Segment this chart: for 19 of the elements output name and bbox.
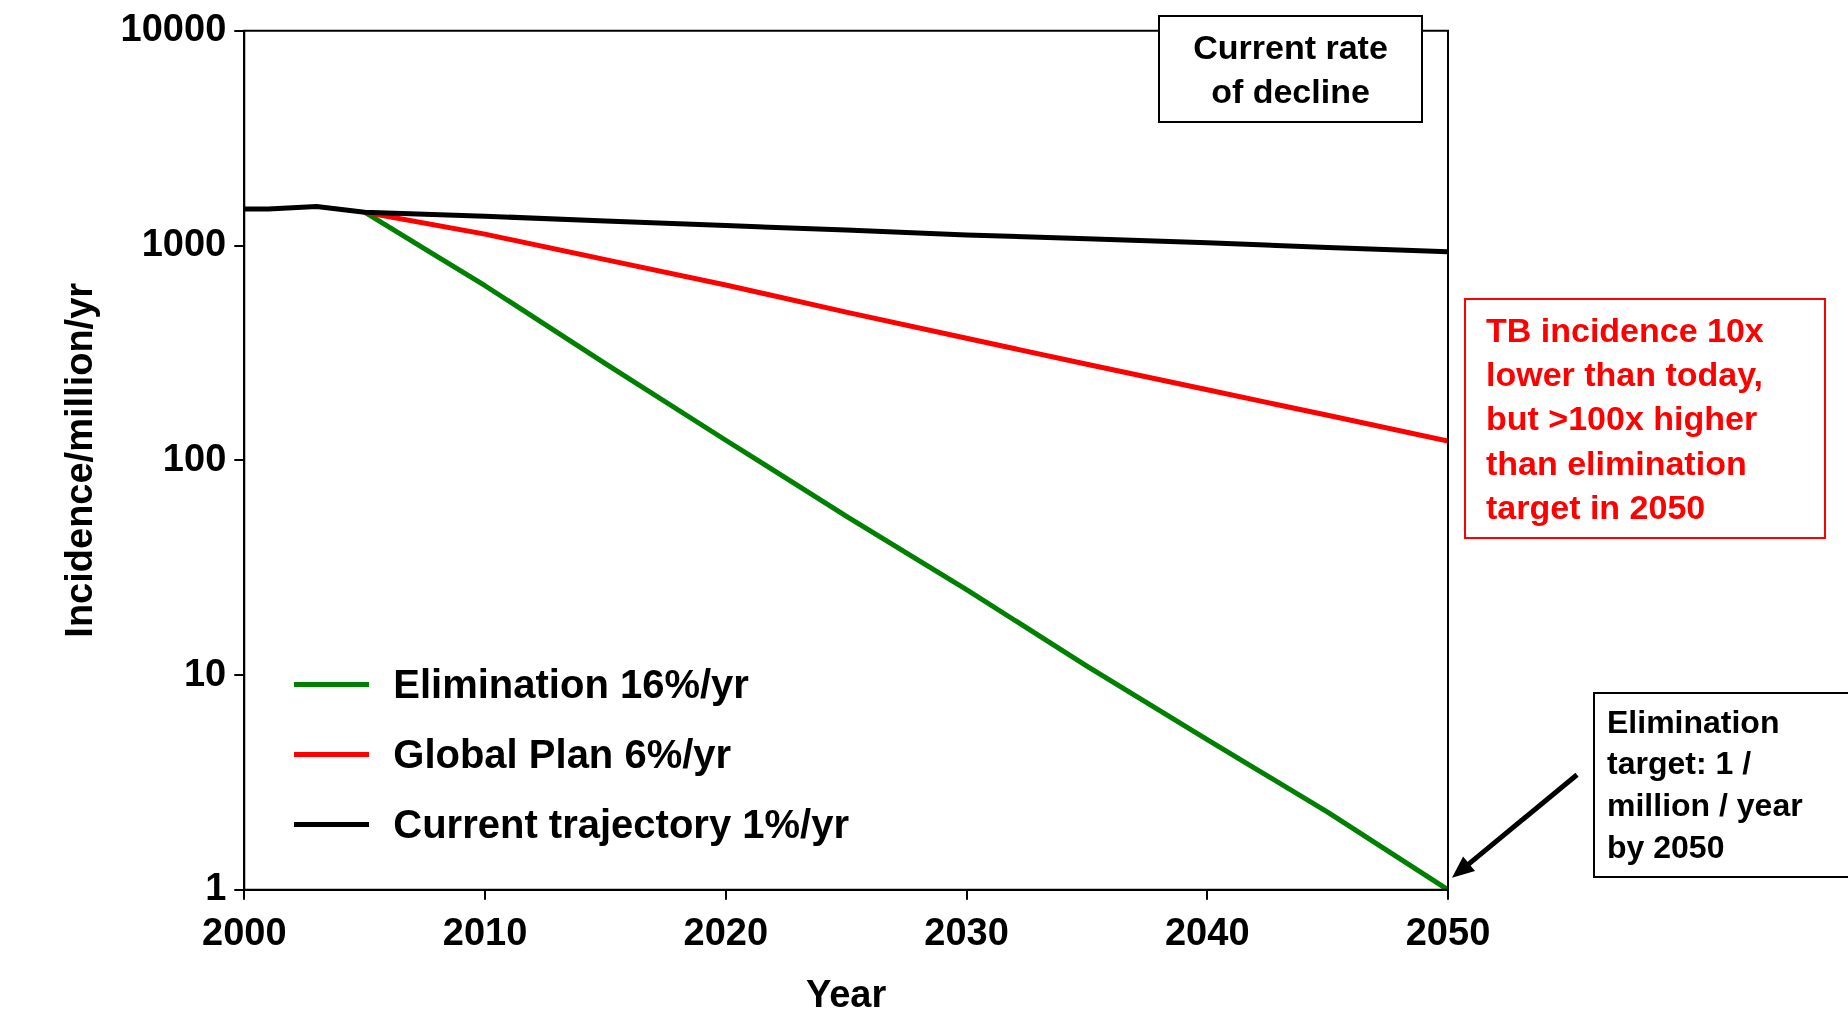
x-tick-label: 2030 <box>924 911 1009 954</box>
y-tick-label: 10000 <box>120 7 227 50</box>
y-tick-label: 100 <box>162 436 227 479</box>
legend-label: Global Plan 6%/yr <box>393 732 732 778</box>
x-tick-label: 2050 <box>1405 911 1491 954</box>
legend-label: Current trajectory 1%/yr <box>393 802 849 848</box>
x-axis-title: Year <box>805 972 887 1015</box>
text: Elimination target: 1 / million / year by 2050 <box>1593 691 1848 879</box>
x-tick-label: 2040 <box>1164 911 1250 954</box>
x-tick-label: 2020 <box>683 911 769 954</box>
annotation: Current rate of decline <box>1158 15 1423 124</box>
y-tick-label: 10 <box>183 651 227 694</box>
legend-label: Elimination 16%/yr <box>393 662 749 708</box>
text: TB incidence 10x lower than today, but >100x higher than elimination target in 2050 <box>1464 298 1826 539</box>
y-tick-label: 1000 <box>141 222 227 265</box>
y-tick-label: 1 <box>205 866 227 909</box>
x-tick-label: 2010 <box>442 911 528 954</box>
y-axis-title: Incidence/million/yr <box>58 282 101 638</box>
x-tick-label: 2000 <box>202 911 287 954</box>
